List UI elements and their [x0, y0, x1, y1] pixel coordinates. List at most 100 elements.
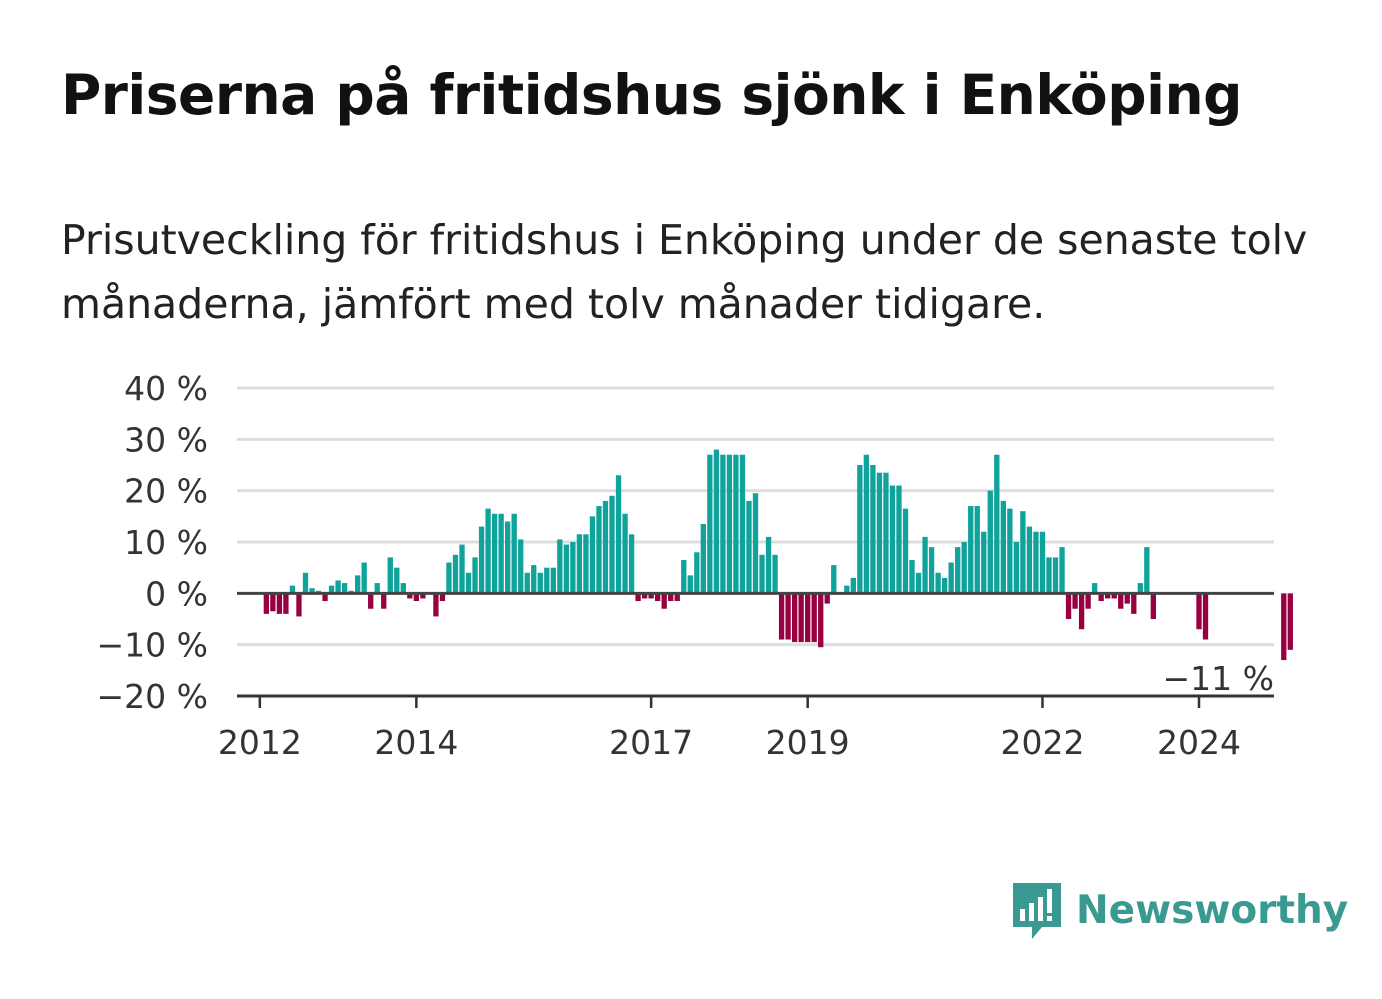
bar	[485, 508, 491, 594]
chart-title: Priserna på fritidshus sjönk i Enköping	[61, 63, 1242, 127]
x-axis-ticks: 2012 2014 2017 2019 2022 2024	[218, 696, 1241, 762]
bar	[1000, 500, 1006, 594]
bar	[544, 567, 550, 594]
bar	[374, 583, 380, 594]
bar	[909, 559, 915, 594]
bar	[1052, 557, 1059, 594]
bar	[935, 572, 941, 594]
bar	[570, 542, 576, 594]
bar	[955, 547, 961, 594]
bar	[733, 454, 739, 594]
bar	[791, 593, 798, 643]
bar	[478, 526, 485, 594]
bar	[1287, 593, 1293, 650]
bar	[1065, 593, 1072, 619]
bar	[694, 552, 700, 594]
bar	[870, 465, 876, 594]
x-tick-label: 2019	[766, 723, 850, 762]
bar	[550, 567, 556, 594]
bar	[263, 593, 270, 614]
bar	[615, 475, 622, 594]
annotation-group: −11 %	[1160, 656, 1278, 701]
bar	[609, 495, 615, 594]
bar	[922, 536, 928, 594]
bar	[876, 472, 883, 594]
y-tick-label: 0 %	[145, 574, 208, 613]
y-tick-label: −10 %	[97, 626, 209, 665]
bar	[1124, 593, 1130, 604]
bar	[302, 572, 309, 594]
y-tick-label: 10 %	[124, 523, 208, 562]
bar	[1196, 593, 1202, 630]
bar	[589, 516, 596, 594]
bar	[681, 559, 687, 594]
bar	[896, 485, 902, 594]
y-tick-label: 40 %	[124, 369, 208, 408]
bar	[700, 524, 706, 594]
bar	[498, 513, 504, 594]
bar	[368, 593, 374, 609]
bar	[844, 585, 850, 594]
bar	[413, 593, 420, 602]
bar	[328, 585, 335, 594]
bar	[1007, 508, 1013, 594]
bar	[472, 557, 478, 594]
bar	[687, 575, 693, 594]
bar	[928, 547, 935, 594]
y-tick-label: −20 %	[97, 677, 209, 716]
bar	[818, 593, 824, 648]
bar	[752, 493, 759, 594]
bar	[831, 565, 837, 594]
bar	[941, 577, 948, 594]
bar	[1281, 593, 1287, 661]
bar	[635, 593, 641, 602]
x-tick-label: 2024	[1157, 723, 1241, 762]
bar	[322, 593, 328, 602]
bar	[433, 593, 439, 617]
chart-subtitle: Prisutveckling för fritidshus i Enköping…	[61, 216, 1308, 328]
bar	[674, 593, 680, 602]
bar	[341, 583, 348, 594]
bar	[563, 544, 570, 594]
bar	[961, 542, 967, 594]
bar	[465, 572, 472, 594]
bar	[857, 465, 863, 594]
bar	[283, 593, 289, 614]
bar	[1020, 511, 1026, 594]
bar	[1118, 593, 1124, 609]
y-axis-ticks: 40 % 30 % 20 % 10 % 0 % −10 % −20 %	[97, 369, 209, 716]
bar	[602, 500, 609, 594]
bar	[889, 485, 896, 594]
bar	[863, 454, 870, 594]
bar	[1033, 531, 1039, 594]
bar	[811, 593, 817, 643]
bar	[948, 562, 954, 594]
axes	[237, 591, 1274, 698]
brand-name: Newsworthy	[1076, 887, 1349, 933]
bar	[557, 539, 563, 594]
bar	[1105, 593, 1111, 599]
bar	[883, 472, 889, 594]
bar	[1202, 593, 1209, 640]
bar	[289, 585, 296, 594]
bar	[400, 583, 406, 594]
bar	[537, 572, 543, 594]
bar	[1131, 593, 1137, 614]
last-value-label: −11 %	[1163, 659, 1275, 698]
y-tick-label: 20 %	[124, 472, 208, 511]
bar	[622, 513, 628, 594]
x-tick-label: 2017	[609, 723, 693, 762]
x-tick-label: 2014	[374, 723, 458, 762]
bar	[511, 513, 517, 594]
brand-logo: Newsworthy	[1010, 878, 1348, 942]
bar	[739, 454, 746, 594]
bar	[518, 539, 524, 594]
bar	[981, 531, 987, 594]
bar	[759, 554, 765, 594]
bar	[1046, 557, 1052, 594]
bar	[968, 506, 974, 594]
newsworthy-logo-icon	[1013, 883, 1061, 939]
bar	[661, 593, 667, 609]
bar	[850, 577, 856, 594]
